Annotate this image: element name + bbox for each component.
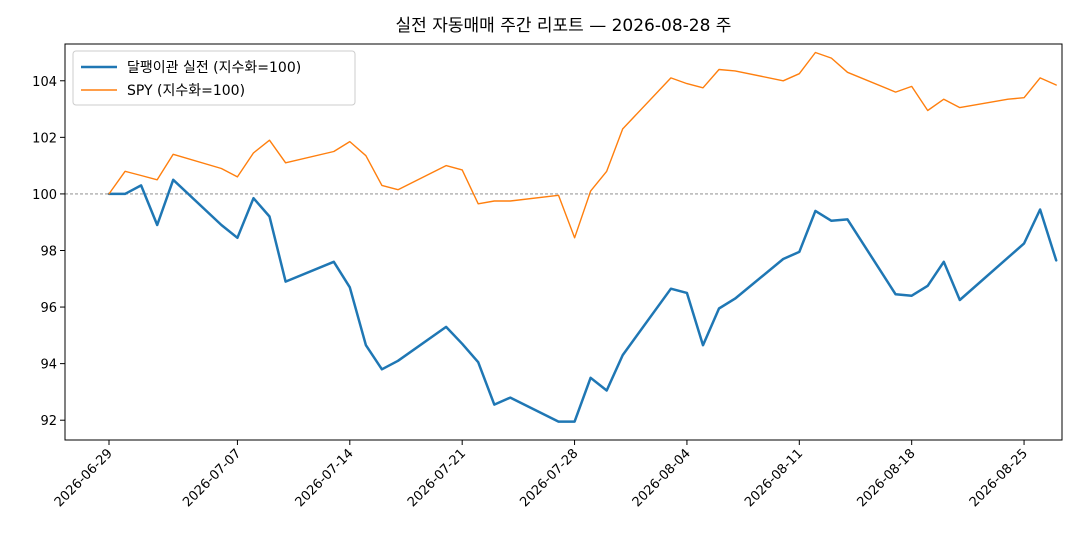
x-tick-label: 2026-08-25	[967, 446, 1031, 510]
legend-label: 달팽이관 실전 (지수화=100)	[127, 60, 301, 76]
legend-label: SPY (지수화=100)	[127, 83, 245, 99]
y-tick-label: 102	[32, 131, 57, 146]
x-tick-label: 2026-08-04	[630, 446, 694, 510]
x-tick-label: 2026-07-07	[180, 446, 244, 510]
y-tick-label: 92	[40, 414, 57, 429]
y-tick-label: 104	[32, 75, 57, 90]
x-tick-label: 2026-07-28	[517, 446, 581, 510]
x-tick-label: 2026-08-18	[854, 446, 918, 510]
chart-title: 실전 자동매매 주간 리포트 — 2026-08-28 주	[396, 16, 732, 36]
y-tick-label: 100	[32, 188, 57, 203]
series-line-spy	[108, 51, 1057, 239]
y-tick-label: 98	[40, 244, 57, 259]
x-axis: 2026-06-29 2026-07-07 2026-07-14 2026-07-21…	[52, 440, 1031, 510]
y-axis: 92 94 96 98 100 102 104	[32, 75, 65, 429]
series-layer	[107, 51, 1058, 423]
legend-box	[72, 50, 356, 106]
x-tick-label: 2026-06-29	[52, 446, 116, 510]
legend: 달팽이관 실전 (지수화=100) SPY (지수화=100)	[72, 50, 356, 106]
y-tick-label: 96	[40, 301, 57, 316]
plot-frame	[64, 43, 1063, 441]
x-tick-label: 2026-07-21	[405, 446, 469, 510]
x-tick-label: 2026-08-11	[742, 446, 806, 510]
y-tick-label: 94	[40, 358, 57, 373]
series-line-strategy	[107, 178, 1058, 423]
x-tick-label: 2026-07-14	[293, 446, 357, 510]
